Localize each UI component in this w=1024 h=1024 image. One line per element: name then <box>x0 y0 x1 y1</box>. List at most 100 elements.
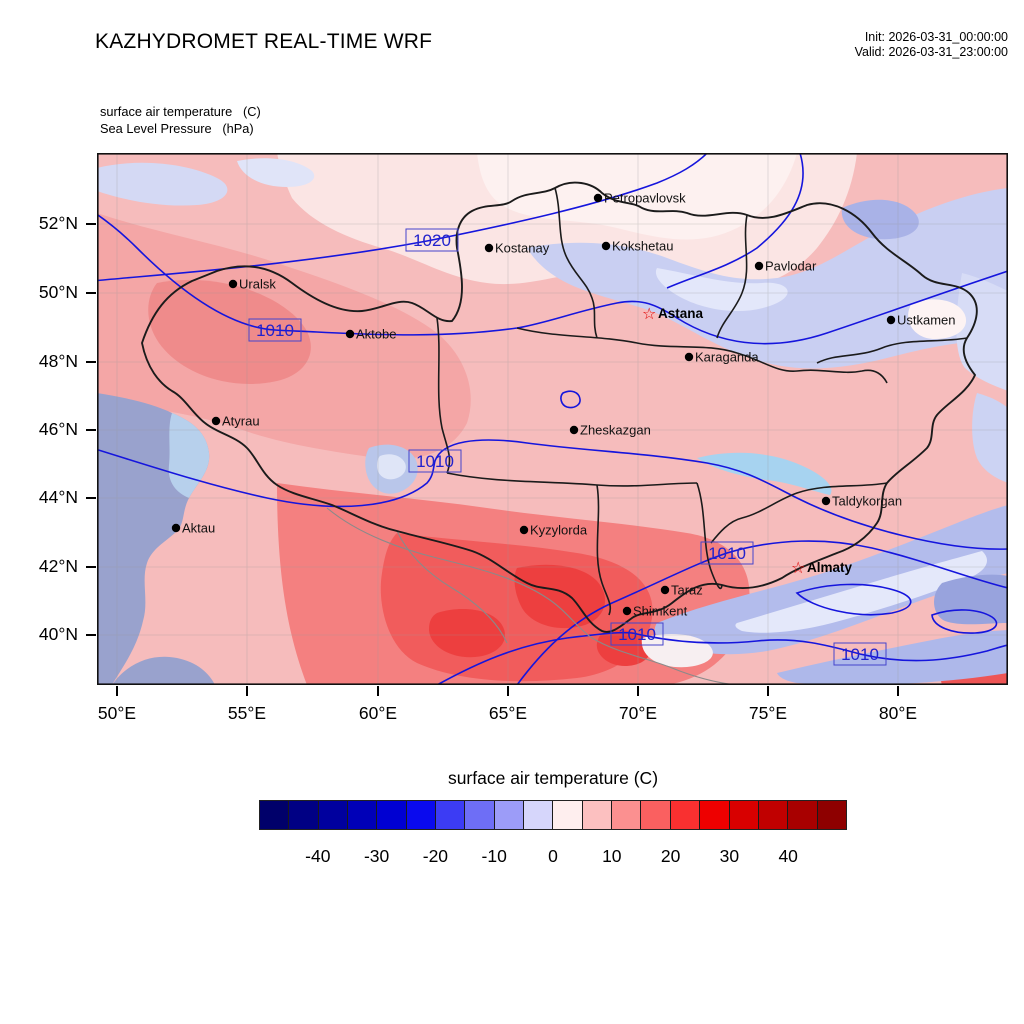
lat-tick-label: 50°N <box>38 282 78 302</box>
lon-tick-label: 80°E <box>878 703 918 723</box>
lon-tick-label: 70°E <box>618 703 658 723</box>
city-label: Aktau <box>182 521 215 536</box>
colorbar-segment <box>612 801 642 829</box>
city-label: Kostanay <box>495 241 550 256</box>
city-dot <box>601 241 611 251</box>
pressure-label: 1010 <box>841 645 879 664</box>
lat-tick-mark <box>86 429 96 431</box>
isobar-contours <box>97 153 1008 685</box>
lat-tick-label: 44°N <box>38 487 78 507</box>
city-label: Taldykorgan <box>832 494 902 509</box>
city-dot <box>754 261 764 271</box>
city-dot <box>228 279 238 289</box>
colorbar-segment <box>729 801 759 829</box>
pressure-label-box <box>610 622 664 646</box>
lon-tick-mark <box>377 686 379 696</box>
colorbar-segment <box>436 801 466 829</box>
colorbar-tick-label: 0 <box>548 846 558 866</box>
temperature-field <box>97 153 1008 685</box>
colorbar-tick-label: -30 <box>363 846 390 866</box>
city-label: Shimkent <box>633 604 688 619</box>
city-label: Kokshetau <box>612 239 673 254</box>
lat-tick-label: 52°N <box>38 213 78 233</box>
lon-tick-mark <box>116 686 118 696</box>
colorbar-segment <box>758 801 789 829</box>
colorbar-tick-label: -20 <box>422 846 449 866</box>
subtitle-temperature: surface air temperature (C) <box>100 104 261 119</box>
pressure-label: 1010 <box>416 452 454 471</box>
city-label: Zheskazgan <box>580 423 651 438</box>
lat-tick-label: 48°N <box>38 351 78 371</box>
colorbar-segment <box>553 801 583 829</box>
city-label: Atyrau <box>222 414 260 429</box>
pressure-label-box <box>700 541 754 565</box>
colorbar-tick-label: 20 <box>660 846 681 866</box>
colorbar-segment <box>582 801 613 829</box>
city-label: Petropavlovsk <box>604 191 686 206</box>
colorbar-segment <box>641 801 671 829</box>
subtitle-pressure: Sea Level Pressure (hPa) <box>100 121 254 137</box>
capital-label: Almaty <box>807 560 853 575</box>
pressure-label-box <box>405 228 459 252</box>
graticule <box>97 153 1008 685</box>
lat-tick-mark <box>86 566 96 568</box>
pressure-label: 1010 <box>256 321 294 340</box>
city-dot <box>684 352 694 362</box>
region-borders <box>141 181 978 685</box>
colorbar-segment <box>348 801 378 829</box>
colorbar-tick-label: 10 <box>602 846 622 866</box>
init-time: Init: 2026-03-31_00:00:00 <box>864 30 1008 44</box>
lon-tick-mark <box>507 686 509 696</box>
pressure-label-box <box>248 318 302 342</box>
city-label: Pavlodar <box>765 259 817 274</box>
colorbar-segment <box>318 801 349 829</box>
lon-tick-mark <box>897 686 899 696</box>
capital-star-icon: ☆ <box>642 304 656 323</box>
city-dot <box>821 496 831 506</box>
lon-tick-mark <box>767 686 769 696</box>
city-label: Karaganda <box>695 350 759 365</box>
colorbar-segment <box>377 801 407 829</box>
lat-tick-label: 42°N <box>38 556 78 576</box>
colorbar-segment <box>817 801 846 829</box>
city-label: Ustkamen <box>897 313 956 328</box>
city-markers-layer: Petropavlovsk Kostanay Kokshetau Pavlodar Ur… <box>171 191 956 619</box>
map-frame <box>97 153 1008 685</box>
colorbar-segment <box>260 801 290 829</box>
colorbar-tick-label: 30 <box>719 846 740 866</box>
legend-title: surface air temperature (C) <box>447 768 659 788</box>
colorbar-segment <box>494 801 525 829</box>
city-dot <box>660 585 670 595</box>
pressure-label-box <box>408 449 462 473</box>
lon-tick-label: 65°E <box>488 703 528 723</box>
lon-tick-mark <box>637 686 639 696</box>
city-dot <box>593 193 603 203</box>
map-subtitle: surface air temperature (C) Sea Level Pr… <box>100 103 261 138</box>
lon-tick-label: 75°E <box>748 703 788 723</box>
pressure-labels-layer: 1020 1010 1010 1010 1010 1010 <box>248 228 887 666</box>
colorbar-tick-label: -40 <box>305 846 331 866</box>
valid-time: Valid: 2026-03-31_23:00:00 <box>854 45 1008 60</box>
run-info: Init: 2026-03-31_00:00:00 Valid: 2026-03… <box>855 30 1008 61</box>
capital-label: Astana <box>658 306 704 321</box>
lon-tick-label: 55°E <box>227 703 267 723</box>
city-label: Uralsk <box>239 277 276 292</box>
lon-tick-label: 60°E <box>358 703 398 723</box>
lon-tick-label: 50°E <box>97 703 137 723</box>
city-dot <box>211 416 221 426</box>
lat-tick-mark <box>86 292 96 294</box>
colorbar-segment <box>670 801 701 829</box>
colorbar-segment <box>465 801 495 829</box>
city-dot <box>171 523 181 533</box>
city-dot <box>569 425 579 435</box>
map-panel: 1020 1010 1010 1010 1010 1010 Petropavlovsk Ko… <box>97 153 1008 685</box>
lat-tick-mark <box>86 361 96 363</box>
colorbar-segment <box>524 801 554 829</box>
city-dot <box>519 525 529 535</box>
city-dot <box>622 606 632 616</box>
pressure-label: 1020 <box>413 231 451 250</box>
lat-tick-mark <box>86 497 96 499</box>
lat-tick-mark <box>86 223 96 225</box>
lat-tick-label: 40°N <box>38 624 78 644</box>
